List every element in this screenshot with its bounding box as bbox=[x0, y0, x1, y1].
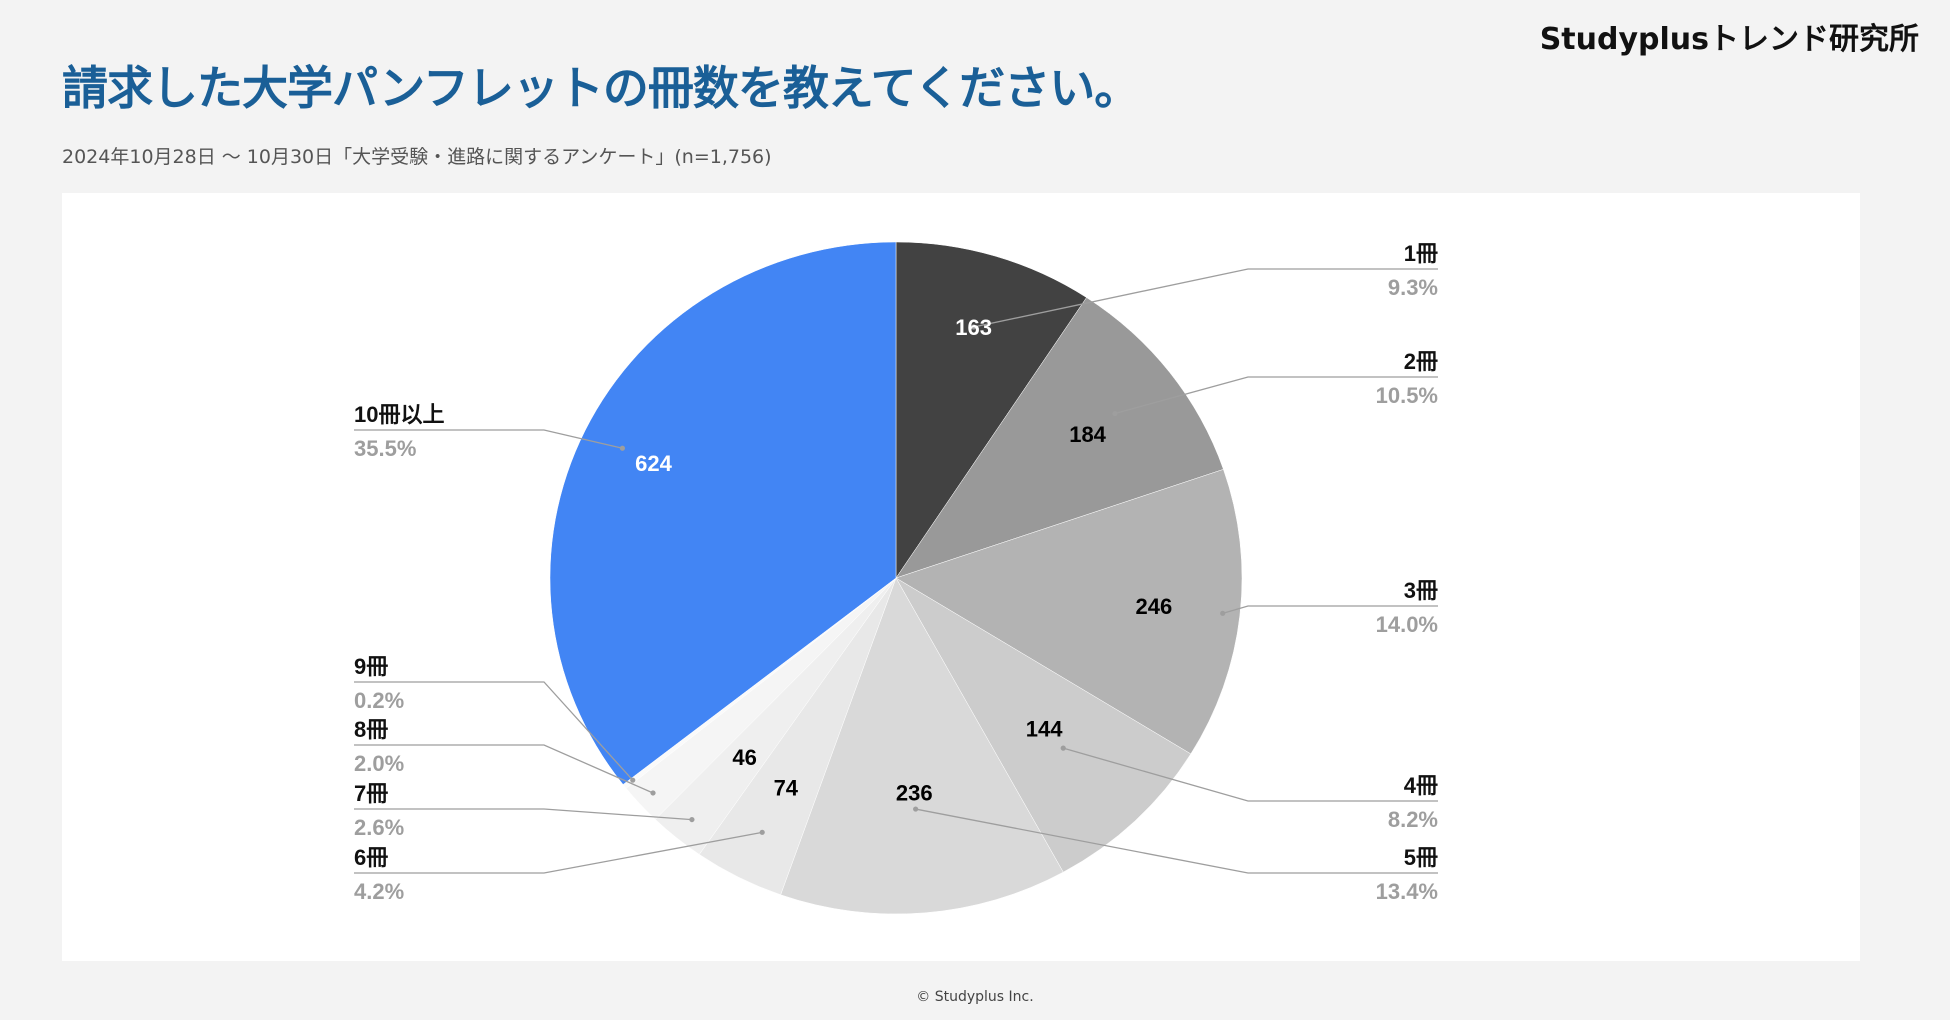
slice-percent-label: 4.2% bbox=[354, 879, 404, 904]
slice-value-label: 46 bbox=[732, 745, 756, 770]
slice-category-label: 6冊 bbox=[354, 845, 388, 870]
slice-value-label: 624 bbox=[635, 451, 672, 476]
pie-chart: 163 1冊 9.3% 184 2冊 10.5% 246 3冊 14.0% 144 4冊 8.2% 23… bbox=[354, 241, 1438, 915]
leader-dot bbox=[1220, 610, 1226, 616]
pie-slices bbox=[549, 241, 1243, 915]
leader-line bbox=[915, 808, 1438, 874]
leader-dot bbox=[913, 806, 919, 812]
slice-percent-label: 0.2% bbox=[354, 688, 404, 713]
brand-logo: Studyplusトレンド研究所 bbox=[1539, 22, 1919, 57]
slice-percent-label: 13.4% bbox=[1376, 879, 1438, 904]
pie-slice bbox=[895, 577, 1192, 873]
leader-line bbox=[354, 808, 692, 821]
slice-category-label: 3冊 bbox=[1404, 578, 1438, 603]
leader-line bbox=[354, 681, 634, 781]
slice-category-label: 9冊 bbox=[354, 654, 388, 679]
copyright-footer: © Studyplus Inc. bbox=[916, 989, 1034, 1005]
slice-category-label: 2冊 bbox=[1404, 349, 1438, 374]
slice-category-label: 1冊 bbox=[1404, 241, 1438, 266]
survey-subtitle: 2024年10月28日 〜 10月30日「大学受験・進路に関するアンケート」(n… bbox=[62, 146, 772, 168]
leader-dot bbox=[970, 324, 977, 330]
leader-line bbox=[354, 744, 654, 794]
pie-slice bbox=[895, 469, 1243, 755]
pie-slice bbox=[895, 241, 1087, 579]
slice-category-label: 4冊 bbox=[1404, 773, 1438, 798]
leader-line bbox=[1222, 605, 1438, 614]
pie-slice bbox=[895, 297, 1224, 579]
leader-dot bbox=[759, 829, 765, 835]
leader-lines bbox=[354, 268, 1438, 874]
slice-category-label: 8冊 bbox=[354, 717, 388, 742]
slice-category-label: 5冊 bbox=[1404, 845, 1438, 870]
slice-value-label: 74 bbox=[774, 775, 799, 800]
slice-category-label: 10冊以上 bbox=[354, 402, 444, 427]
slice-value-label: 246 bbox=[1136, 594, 1173, 619]
pie-labels: 163 1冊 9.3% 184 2冊 10.5% 246 3冊 14.0% 144 4冊 8.2% 23… bbox=[354, 241, 1438, 904]
slice-value-label: 184 bbox=[1069, 422, 1106, 447]
leader-dot bbox=[689, 816, 695, 823]
pie-slice bbox=[780, 577, 1064, 915]
slice-value-label: 163 bbox=[955, 315, 992, 340]
slice-percent-label: 14.0% bbox=[1376, 612, 1438, 637]
chart-panel: 163 1冊 9.3% 184 2冊 10.5% 246 3冊 14.0% 144 4冊 8.2% 23… bbox=[62, 193, 1860, 961]
leader-line bbox=[354, 831, 763, 874]
leader-line bbox=[1114, 376, 1438, 415]
leader-dot bbox=[1112, 410, 1118, 417]
leader-line bbox=[973, 268, 1438, 328]
page-title: 請求した大学パンフレットの冊数を教えてください。 bbox=[62, 61, 1140, 115]
leader-dot bbox=[619, 445, 626, 451]
leader-dot bbox=[1060, 745, 1066, 751]
slice-percent-label: 2.6% bbox=[354, 815, 404, 840]
leader-line bbox=[1063, 747, 1438, 802]
slice-value-label: 236 bbox=[896, 780, 933, 805]
slice-percent-label: 10.5% bbox=[1376, 383, 1438, 408]
leader-line bbox=[354, 429, 623, 449]
pie-slice bbox=[549, 241, 897, 785]
leader-dot bbox=[630, 777, 636, 783]
leader-dot bbox=[650, 790, 656, 796]
slice-percent-label: 2.0% bbox=[354, 751, 404, 776]
slice-category-label: 7冊 bbox=[354, 781, 388, 806]
slice-percent-label: 35.5% bbox=[354, 436, 416, 461]
slice-percent-label: 8.2% bbox=[1388, 807, 1438, 832]
slice-value-label: 144 bbox=[1026, 717, 1063, 742]
slice-percent-label: 9.3% bbox=[1388, 275, 1438, 300]
